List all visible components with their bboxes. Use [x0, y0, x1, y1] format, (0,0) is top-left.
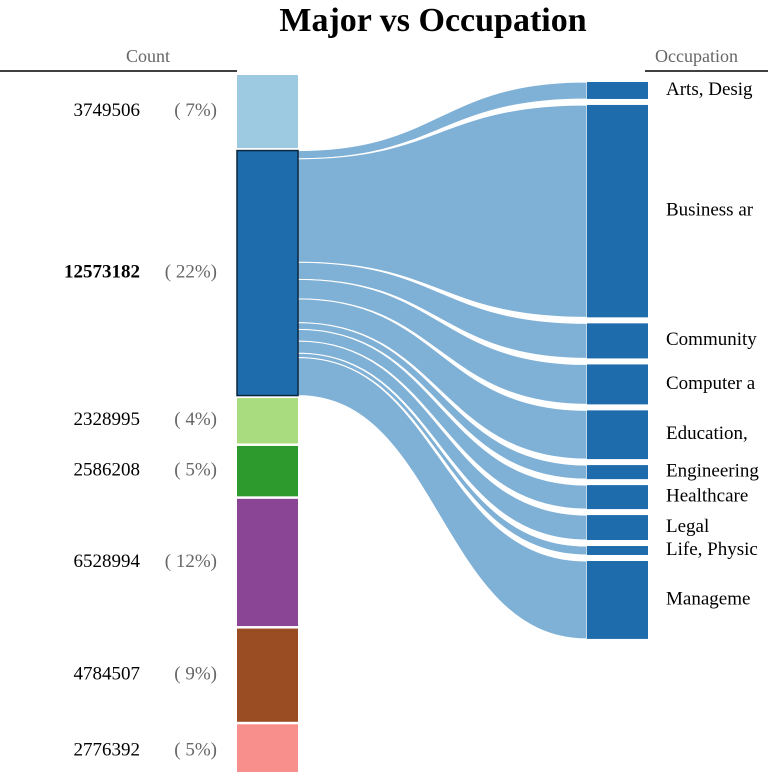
count-label: 12573182: [64, 261, 140, 282]
occupation-label: Business ar: [666, 200, 754, 221]
count-label: 3749506: [74, 100, 141, 121]
occupation-label: Arts, Desig: [666, 79, 753, 100]
percent-label: ( 5%): [174, 740, 217, 761]
occupation-label: Manageme: [666, 588, 750, 609]
left-node: [236, 149, 299, 397]
left-node: [237, 628, 298, 722]
link: [297, 81, 588, 160]
right-node: [587, 465, 648, 480]
link: [297, 352, 588, 556]
right-node: [587, 104, 648, 318]
occupation-label: Healthcare: [666, 485, 748, 506]
right-node: [587, 410, 648, 460]
nodes: 3749506 ( 7%) 12573182 ( 22%) 2328995 ( 4%) 25…: [64, 75, 759, 772]
right-node: [587, 560, 648, 639]
left-node: [237, 445, 298, 497]
right-node: [587, 515, 648, 541]
percent-label: ( 4%): [174, 409, 217, 430]
right-node: [587, 323, 648, 359]
right-node: [587, 364, 648, 405]
occupation-label: Community: [666, 329, 757, 350]
left-node: [237, 398, 298, 444]
right-header: Occupation: [655, 46, 738, 66]
link: [297, 261, 588, 359]
right-node: [587, 546, 648, 555]
occupation-label: Computer a: [666, 373, 756, 394]
occupation-label: Life, Physic: [666, 539, 758, 560]
link: [297, 357, 588, 640]
occupation-label: Legal: [666, 516, 709, 537]
percent-label: ( 22%): [165, 261, 217, 282]
link: [297, 298, 588, 460]
right-node: [587, 485, 648, 510]
links: [297, 81, 588, 640]
count-label: 2776392: [74, 740, 141, 761]
left-header: Count: [126, 46, 170, 66]
right-node: [587, 82, 648, 99]
count-label: 4784507: [74, 664, 141, 685]
percent-label: ( 7%): [174, 100, 217, 121]
count-label: 6528994: [74, 551, 141, 572]
left-node: [237, 724, 298, 772]
left-node: [237, 498, 298, 627]
chart-title: Major vs Occupation: [279, 2, 586, 39]
percent-label: ( 5%): [174, 460, 217, 481]
occupation-label: Engineering: [666, 460, 759, 481]
count-label: 2328995: [74, 409, 141, 430]
left-node: [237, 75, 298, 149]
link: [297, 322, 588, 480]
percent-label: ( 12%): [165, 551, 217, 572]
percent-label: ( 9%): [174, 664, 217, 685]
count-label: 2586208: [74, 460, 141, 481]
occupation-label: Education,: [666, 423, 748, 444]
